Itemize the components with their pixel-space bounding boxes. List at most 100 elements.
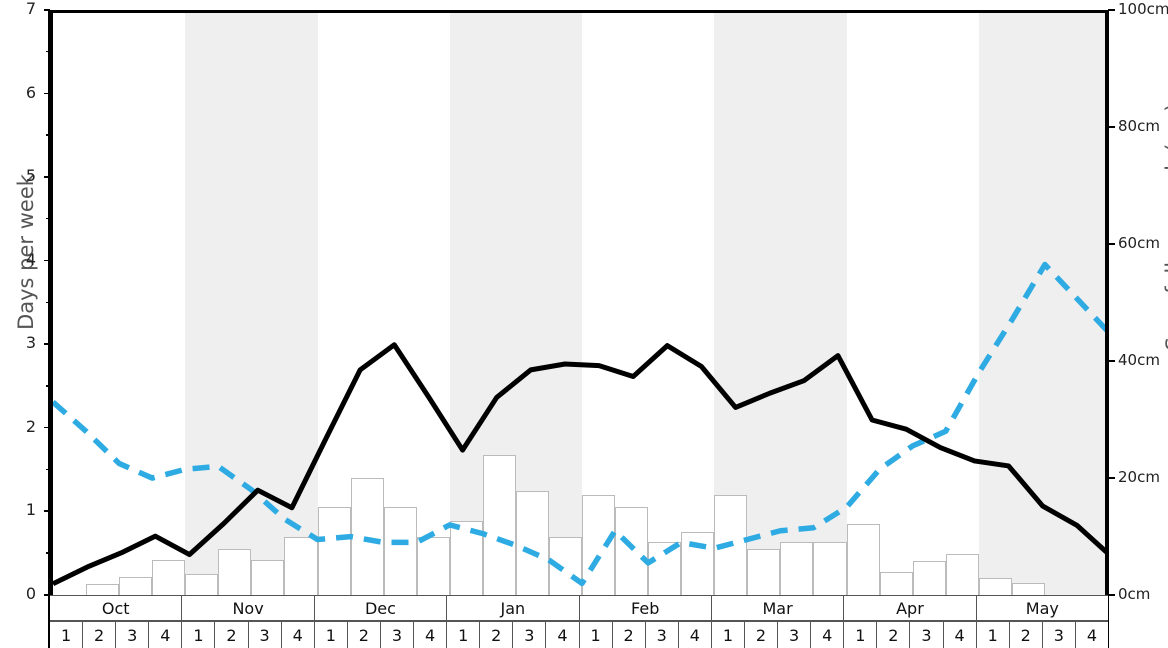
month-label-nov[interactable]: Nov: [182, 596, 315, 620]
week-label-dec-3[interactable]: 3: [380, 622, 415, 648]
bar-nov-4: [284, 536, 318, 595]
bar-nov-3: [251, 559, 285, 595]
bar-may-2: [1011, 583, 1045, 595]
left-minor-tick: [46, 468, 50, 471]
right-tick-mark-60cm: [1108, 243, 1115, 245]
week-label-apr-4[interactable]: 4: [943, 622, 977, 648]
right-tick-label-0cm: 0cm: [1118, 585, 1151, 603]
week-label-apr-3[interactable]: 3: [910, 622, 944, 648]
week-label-oct-2[interactable]: 2: [83, 622, 117, 648]
left-minor-tick: [46, 50, 50, 53]
month-label-feb[interactable]: Feb: [579, 596, 712, 620]
bar-dec-2: [350, 478, 384, 595]
week-label-nov-4[interactable]: 4: [281, 622, 315, 648]
snowfall-cm-dashed-line: [53, 261, 1105, 587]
bar-oct-4: [152, 559, 186, 595]
left-tick-label-4: 4: [25, 249, 36, 269]
left-minor-tick: [46, 217, 50, 220]
left-tick-mark-3: [44, 343, 50, 345]
right-tick-label-40cm: 40cm: [1118, 351, 1160, 369]
month-label-row: Oct Nov Dec Jan Feb Mar Apr May: [50, 595, 1108, 621]
week-label-apr-2[interactable]: 2: [877, 622, 911, 648]
week-label-may-4[interactable]: 4: [1075, 622, 1108, 648]
week-label-mar-4[interactable]: 4: [811, 622, 845, 648]
month-label-may[interactable]: May: [976, 596, 1108, 620]
plot-area: [50, 10, 1108, 595]
week-label-mar-2[interactable]: 2: [744, 622, 779, 648]
right-axis-spine: [1106, 10, 1109, 595]
month-label-dec[interactable]: Dec: [314, 596, 448, 620]
week-label-apr-1[interactable]: 1: [844, 622, 878, 648]
right-tick-label-60cm: 60cm: [1118, 234, 1160, 252]
left-tick-label-3: 3: [25, 333, 36, 353]
bar-may-1: [978, 578, 1012, 595]
bar-apr-3: [912, 560, 946, 595]
bar-feb-1: [582, 494, 616, 595]
right-tick-mark-100cm: [1108, 9, 1115, 11]
week-label-nov-3[interactable]: 3: [248, 622, 282, 648]
bar-mar-2: [747, 549, 781, 595]
month-label-mar[interactable]: Mar: [711, 596, 845, 620]
left-tick-mark-4: [44, 259, 50, 262]
bar-nov-1: [185, 574, 219, 595]
week-label-dec-4[interactable]: 4: [414, 622, 448, 648]
left-tick-mark-1: [44, 510, 50, 512]
right-tick-label-20cm: 20cm: [1118, 468, 1160, 486]
week-label-may-2[interactable]: 2: [1009, 622, 1043, 648]
week-label-dec-2[interactable]: 2: [347, 622, 381, 648]
left-tick-label-0: 0: [25, 584, 36, 603]
bar-dec-3: [383, 507, 417, 595]
right-tick-mark-80cm: [1108, 126, 1115, 128]
month-label-apr[interactable]: Apr: [844, 596, 977, 620]
left-minor-tick: [46, 552, 50, 554]
week-label-jan-2[interactable]: 2: [480, 622, 514, 648]
bar-jan-3: [515, 490, 549, 595]
line-series: [53, 261, 1105, 587]
week-label-feb-3[interactable]: 3: [645, 622, 679, 648]
left-tick-mark-5: [44, 176, 50, 178]
week-label-nov-2[interactable]: 2: [215, 622, 249, 648]
week-label-may-1[interactable]: 1: [976, 622, 1010, 648]
week-label-oct-1[interactable]: 1: [50, 622, 84, 648]
week-label-oct-4[interactable]: 4: [149, 622, 183, 648]
bar-dec-4: [416, 536, 450, 595]
month-label-jan[interactable]: Jan: [447, 596, 580, 620]
week-label-jan-1[interactable]: 1: [447, 622, 481, 648]
days-per-week-line: [53, 342, 1105, 587]
bar-oct-2: [86, 584, 120, 595]
bar-mar-4: [813, 542, 847, 595]
left-minor-tick: [46, 301, 50, 303]
left-tick-mark-6: [44, 92, 50, 95]
right-tick-label-80cm: 80cm: [1118, 117, 1160, 135]
month-label-oct[interactable]: Oct: [50, 596, 183, 620]
week-label-jan-3[interactable]: 3: [513, 622, 547, 648]
bar-jan-2: [482, 454, 516, 595]
left-tick-mark-0: [44, 594, 50, 596]
week-label-nov-1[interactable]: 1: [182, 622, 216, 648]
week-label-mar-3[interactable]: 3: [778, 622, 812, 648]
right-tick-mark-40cm: [1108, 360, 1115, 362]
week-label-feb-1[interactable]: 1: [579, 622, 613, 648]
week-label-feb-2[interactable]: 2: [612, 622, 646, 648]
bar-apr-2: [879, 572, 913, 595]
bar-mar-3: [780, 542, 814, 595]
bar-apr-4: [945, 554, 979, 595]
week-label-feb-4[interactable]: 4: [678, 622, 712, 648]
week-label-may-3[interactable]: 3: [1042, 622, 1076, 648]
left-tick-label-5: 5: [25, 166, 36, 186]
right-tick-mark-0cm: [1108, 594, 1115, 596]
left-minor-tick: [46, 385, 50, 387]
left-tick-label-2: 2: [25, 416, 36, 436]
week-label-jan-4[interactable]: 4: [546, 622, 580, 648]
week-label-oct-3[interactable]: 3: [116, 622, 150, 648]
bar-dec-1: [317, 507, 351, 595]
x-axis-left-border: [48, 595, 51, 648]
week-label-mar-1[interactable]: 1: [711, 622, 745, 648]
left-tick-label-7: 7: [25, 0, 36, 18]
week-label-dec-1[interactable]: 1: [314, 622, 348, 648]
left-tick-label-6: 6: [25, 82, 36, 102]
left-tick-label-1: 1: [25, 500, 36, 520]
bar-feb-3: [648, 542, 682, 595]
